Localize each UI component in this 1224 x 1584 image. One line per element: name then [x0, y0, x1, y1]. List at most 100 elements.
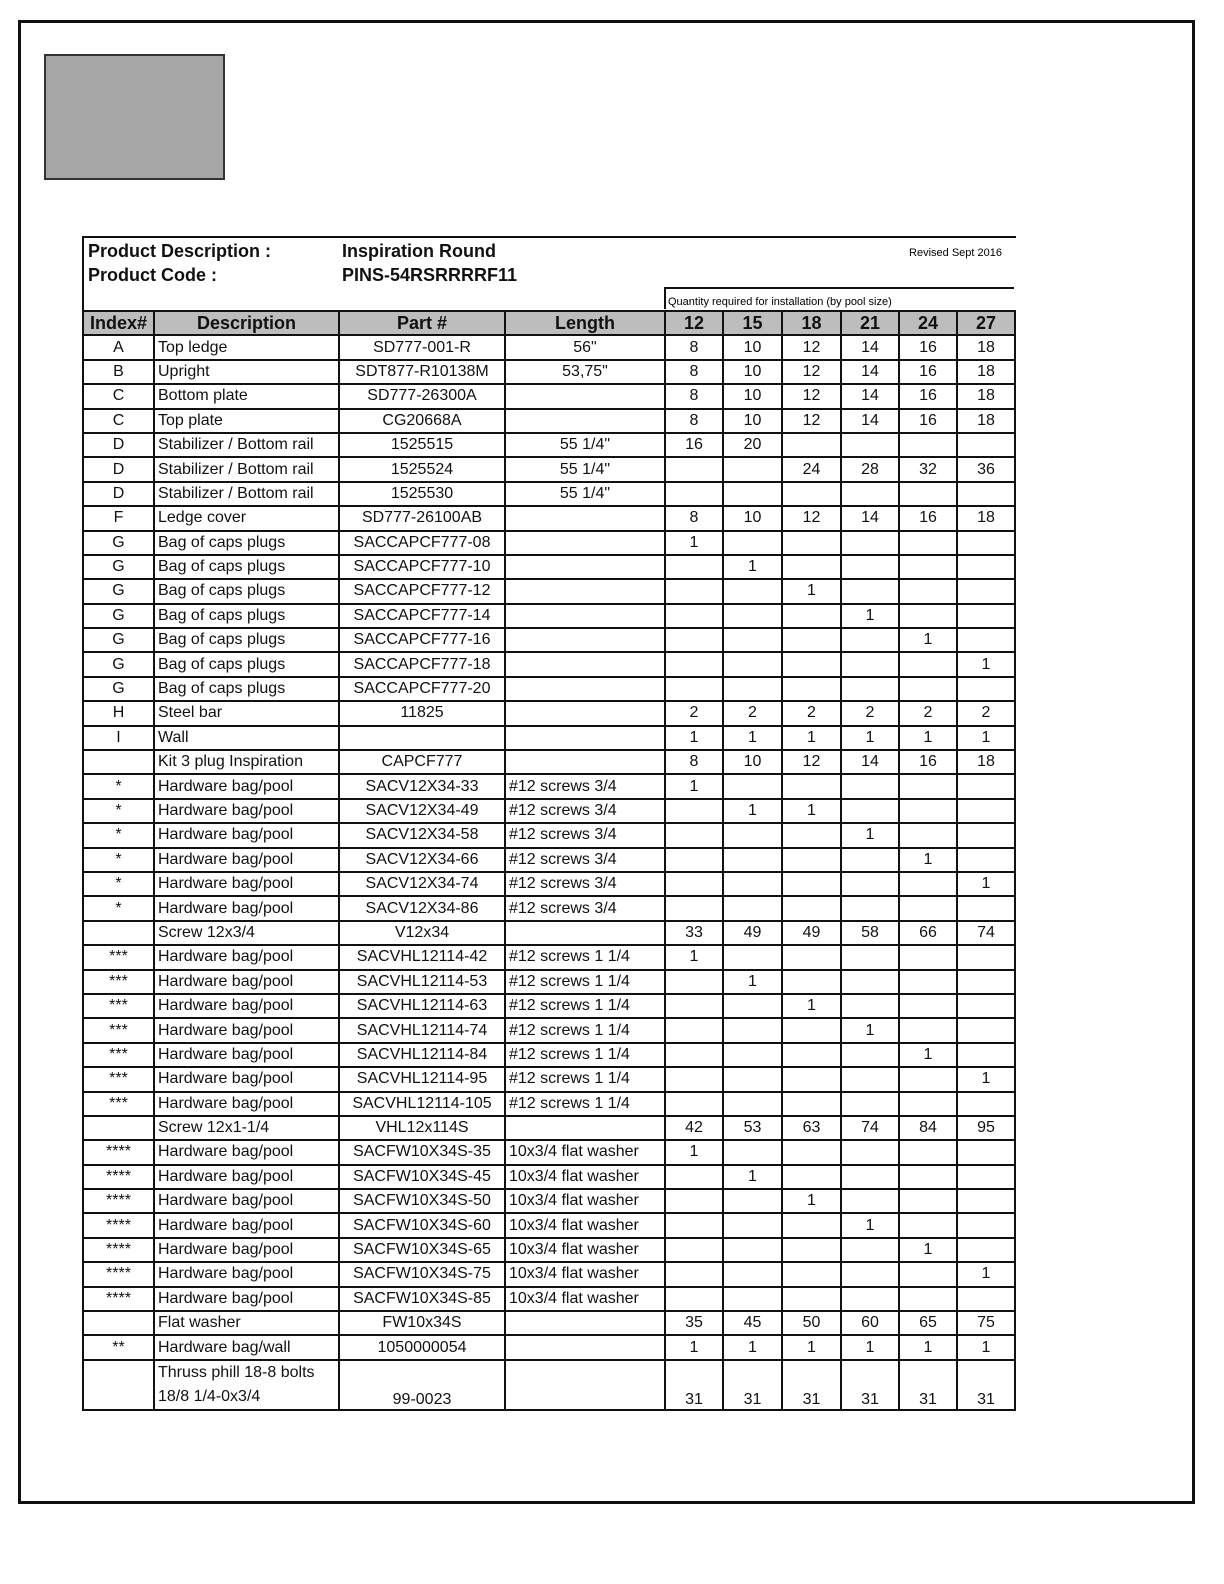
length-cell: 10x3/4 flat washer: [504, 1188, 666, 1215]
length-cell: [504, 529, 666, 556]
length-cell: [504, 1309, 666, 1337]
qty-cell: 35: [664, 1309, 724, 1337]
index-cell: G: [82, 627, 155, 654]
description-cell: Top plate: [153, 407, 340, 434]
column-header: 15: [722, 309, 783, 337]
qty-cell: [781, 968, 842, 995]
qty-cell: [781, 895, 842, 922]
table-row: Flat washer FW10x34S 35 45 50 60 65 75: [82, 1309, 1016, 1337]
qty-cell: [664, 1285, 724, 1313]
index-cell: ****: [82, 1261, 155, 1288]
length-cell: [504, 724, 666, 752]
index-cell: B: [82, 358, 155, 386]
table-row: D Stabilizer / Bottom rail 1525524 55 1/4" 2…: [82, 456, 1016, 483]
description-cell: Ledge cover: [153, 505, 340, 532]
qty-cell: 58: [840, 919, 900, 947]
qty-cell: 1: [840, 724, 900, 752]
qty-cell: [722, 651, 783, 678]
qty-cell: [840, 1236, 900, 1264]
qty-cell: [898, 529, 958, 556]
qty-cell: 14: [840, 407, 900, 434]
part-number-cell: SACVHL12114-74: [338, 1017, 506, 1044]
index-cell: G: [82, 651, 155, 678]
part-number-cell: SACFW10X34S-60: [338, 1212, 506, 1239]
index-cell: **: [82, 1334, 155, 1361]
qty-cell: 8: [664, 407, 724, 434]
qty-cell: 14: [840, 505, 900, 532]
description-cell: Top ledge: [153, 334, 340, 361]
description-cell: Bag of caps plugs: [153, 675, 340, 703]
qty-cell: [840, 797, 900, 825]
qty-cell: 1: [956, 1066, 1016, 1093]
description-cell: Stabilizer / Bottom rail: [153, 456, 340, 483]
part-number-cell: SD777-001-R: [338, 334, 506, 361]
qty-cell: [898, 870, 958, 898]
part-number-cell: SACCAPCF777-10: [338, 553, 506, 581]
index-cell: ***: [82, 1066, 155, 1093]
qty-cell: [664, 675, 724, 703]
header-spacer: [82, 286, 666, 310]
index-cell: C: [82, 383, 155, 410]
description-cell: Bag of caps plugs: [153, 651, 340, 678]
table-row: *** Hardware bag/pool SACVHL12114-95 #12 sc…: [82, 1066, 1016, 1093]
qty-cell: 31: [840, 1358, 900, 1411]
table-row: * Hardware bag/pool SACV12X34-33 #12 screws…: [82, 773, 1016, 800]
qty-cell: [840, 1139, 900, 1166]
length-cell: [504, 627, 666, 654]
qty-cell: [898, 1261, 958, 1288]
part-number-cell: SACCAPCF777-12: [338, 578, 506, 605]
part-number-cell: SACCAPCF777-08: [338, 529, 506, 556]
qty-cell: 8: [664, 749, 724, 776]
table-row: ** Hardware bag/wall 1050000054 1 1 1 1 1 1: [82, 1334, 1016, 1361]
part-number-cell: SACVHL12114-84: [338, 1041, 506, 1069]
qty-cell: 1: [664, 1334, 724, 1361]
qty-cell: 1: [722, 797, 783, 825]
index-cell: [82, 1114, 155, 1142]
table-row: **** Hardware bag/pool SACFW10X34S-65 10x3/…: [82, 1236, 1016, 1264]
column-header: 27: [956, 309, 1016, 337]
qty-cell: [840, 1163, 900, 1191]
qty-cell: 1: [898, 1236, 958, 1264]
qty-cell: 2: [956, 700, 1016, 727]
qty-cell: [898, 651, 958, 678]
qty-cell: 1: [664, 773, 724, 800]
index-cell: ****: [82, 1188, 155, 1215]
table-row: * Hardware bag/pool SACV12X34-66 #12 screws…: [82, 846, 1016, 874]
qty-cell: [722, 578, 783, 605]
qty-cell: 1: [898, 1041, 958, 1069]
part-number-cell: SACV12X34-86: [338, 895, 506, 922]
qty-cell: [898, 773, 958, 800]
qty-cell: [898, 553, 958, 581]
index-cell: G: [82, 675, 155, 703]
part-number-cell: SACV12X34-74: [338, 870, 506, 898]
description-cell: Hardware bag/pool: [153, 1090, 340, 1117]
table-row: **** Hardware bag/pool SACFW10X34S-35 10x3/…: [82, 1139, 1016, 1166]
qty-cell: 14: [840, 334, 900, 361]
qty-cell: [840, 773, 900, 800]
qty-cell: [840, 651, 900, 678]
qty-cell: [722, 822, 783, 849]
qty-cell: [781, 944, 842, 971]
qty-cell: 36: [956, 456, 1016, 483]
index-cell: ***: [82, 1090, 155, 1117]
qty-cell: 1: [956, 870, 1016, 898]
qty-cell: [956, 1188, 1016, 1215]
table-row: * Hardware bag/pool SACV12X34-49 #12 screws…: [82, 797, 1016, 825]
qty-cell: 14: [840, 749, 900, 776]
qty-cell: 16: [898, 358, 958, 386]
part-number-cell: 1525515: [338, 431, 506, 459]
length-cell: #12 screws 3/4: [504, 870, 666, 898]
qty-cell: 2: [664, 700, 724, 727]
qty-cell: [664, 1188, 724, 1215]
qty-cell: [664, 1090, 724, 1117]
qty-cell: [722, 1066, 783, 1093]
index-cell: ***: [82, 1041, 155, 1069]
qty-cell: [664, 578, 724, 605]
description-cell: Hardware bag/pool: [153, 822, 340, 849]
qty-cell: [781, 1285, 842, 1313]
description-line: Thruss phill 18-8 bolts: [158, 1363, 315, 1381]
index-cell: ****: [82, 1139, 155, 1166]
length-cell: 10x3/4 flat washer: [504, 1212, 666, 1239]
qty-cell: 20: [722, 431, 783, 459]
index-cell: G: [82, 553, 155, 581]
